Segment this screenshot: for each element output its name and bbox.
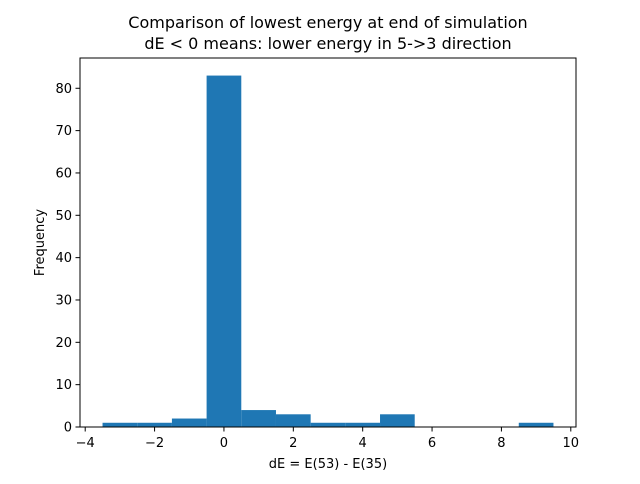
histogram-bar	[275, 414, 311, 427]
x-tick-label: 0	[220, 436, 228, 451]
chart-subtitle: dE < 0 means: lower energy in 5->3 direc…	[144, 34, 511, 53]
x-tick-label: 4	[359, 436, 367, 451]
y-tick-label: 50	[55, 209, 72, 224]
x-axis-label: dE = E(53) - E(35)	[269, 457, 387, 472]
x-tick-label: −2	[145, 436, 164, 451]
plot-frame	[79, 57, 577, 428]
histogram-bars	[102, 75, 554, 428]
y-tick-label: 10	[55, 378, 72, 393]
histogram-bar	[171, 418, 207, 427]
y-axis-label: Frequency	[33, 209, 48, 276]
y-tick-label: 40	[55, 251, 72, 266]
y-tick-label: 0	[64, 421, 72, 436]
y-axis-ticks: 0 10 20 30 40 50 60 70 80	[55, 82, 80, 436]
x-tick-label: 6	[428, 436, 436, 451]
chart-title: Comparison of lowest energy at end of si…	[128, 13, 527, 32]
x-tick-label: 2	[289, 436, 297, 451]
x-tick-label: 10	[563, 436, 580, 451]
x-axis-ticks: −4 −2 0 2 4 6 8 10	[76, 427, 579, 451]
histogram-bar	[206, 75, 242, 428]
histogram-bar	[102, 422, 138, 427]
y-tick-label: 80	[55, 82, 72, 97]
histogram-bar	[345, 422, 381, 427]
y-tick-label: 60	[55, 166, 72, 181]
x-tick-label: 8	[497, 436, 505, 451]
y-tick-label: 70	[55, 124, 72, 139]
histogram-bar	[310, 422, 346, 427]
y-tick-label: 30	[55, 293, 72, 308]
y-tick-label: 20	[55, 336, 72, 351]
x-tick-label: −4	[76, 436, 95, 451]
histogram-bar	[380, 414, 415, 427]
histogram-bar	[137, 422, 172, 427]
histogram-bar	[518, 422, 554, 427]
histogram-bar	[241, 410, 276, 427]
